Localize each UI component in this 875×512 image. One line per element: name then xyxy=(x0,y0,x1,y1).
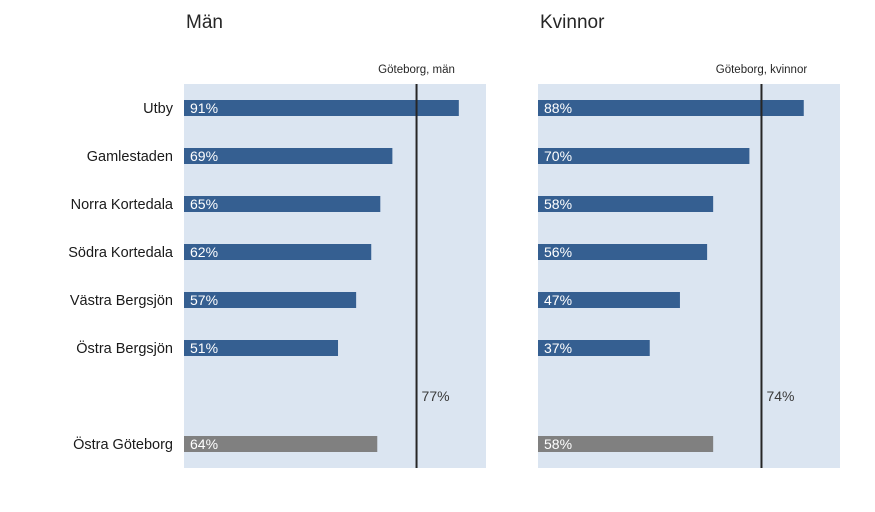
bar-value-label-women-1: 70% xyxy=(544,148,572,164)
bar-value-label-women-6: 58% xyxy=(544,436,572,452)
bar-value-label-men-1: 69% xyxy=(190,148,218,164)
bar-men-1 xyxy=(184,148,393,164)
category-label-0: Utby xyxy=(143,101,174,117)
plot-area-men xyxy=(184,84,486,468)
panel-title-women: Kvinnor xyxy=(540,12,605,33)
category-label-4: Västra Bergsjön xyxy=(70,293,173,309)
bar-women-6 xyxy=(538,436,714,452)
category-label-2: Norra Kortedala xyxy=(71,197,174,213)
bar-men-3 xyxy=(184,244,372,260)
bar-value-label-men-0: 91% xyxy=(190,100,218,116)
bar-women-0 xyxy=(538,100,804,116)
bar-women-4 xyxy=(538,292,680,308)
bar-value-label-women-3: 56% xyxy=(544,244,572,260)
reference-line-label-women: Göteborg, kvinnor xyxy=(716,64,808,76)
bar-value-label-men-4: 57% xyxy=(190,292,218,308)
reference-line-value-women: 74% xyxy=(766,388,794,404)
bar-women-3 xyxy=(538,244,708,260)
bar-men-2 xyxy=(184,196,381,212)
bar-men-4 xyxy=(184,292,357,308)
bar-value-label-men-2: 65% xyxy=(190,196,218,212)
bar-women-1 xyxy=(538,148,750,164)
category-label-6: Östra Göteborg xyxy=(73,435,173,453)
bar-value-label-women-2: 58% xyxy=(544,196,572,212)
plot-area-women xyxy=(538,84,840,468)
bar-value-label-men-6: 64% xyxy=(190,436,218,452)
bar-value-label-women-5: 37% xyxy=(544,340,572,356)
bar-women-5 xyxy=(538,340,650,356)
bar-men-6 xyxy=(184,436,378,452)
reference-line-value-men: 77% xyxy=(422,388,450,404)
bar-men-0 xyxy=(184,100,459,116)
category-label-1: Gamlestaden xyxy=(87,149,173,165)
bar-value-label-men-5: 51% xyxy=(190,340,218,356)
bar-value-label-women-0: 88% xyxy=(544,100,572,116)
reference-line-label-men: Göteborg, män xyxy=(378,64,455,76)
category-label-5: Östra Bergsjön xyxy=(76,339,173,357)
bar-value-label-men-3: 62% xyxy=(190,244,218,260)
bar-women-2 xyxy=(538,196,714,212)
panel-title-men: Män xyxy=(186,12,223,33)
bar-value-label-women-4: 47% xyxy=(544,292,572,308)
bar-men-5 xyxy=(184,340,339,356)
category-label-3: Södra Kortedala xyxy=(68,245,174,261)
